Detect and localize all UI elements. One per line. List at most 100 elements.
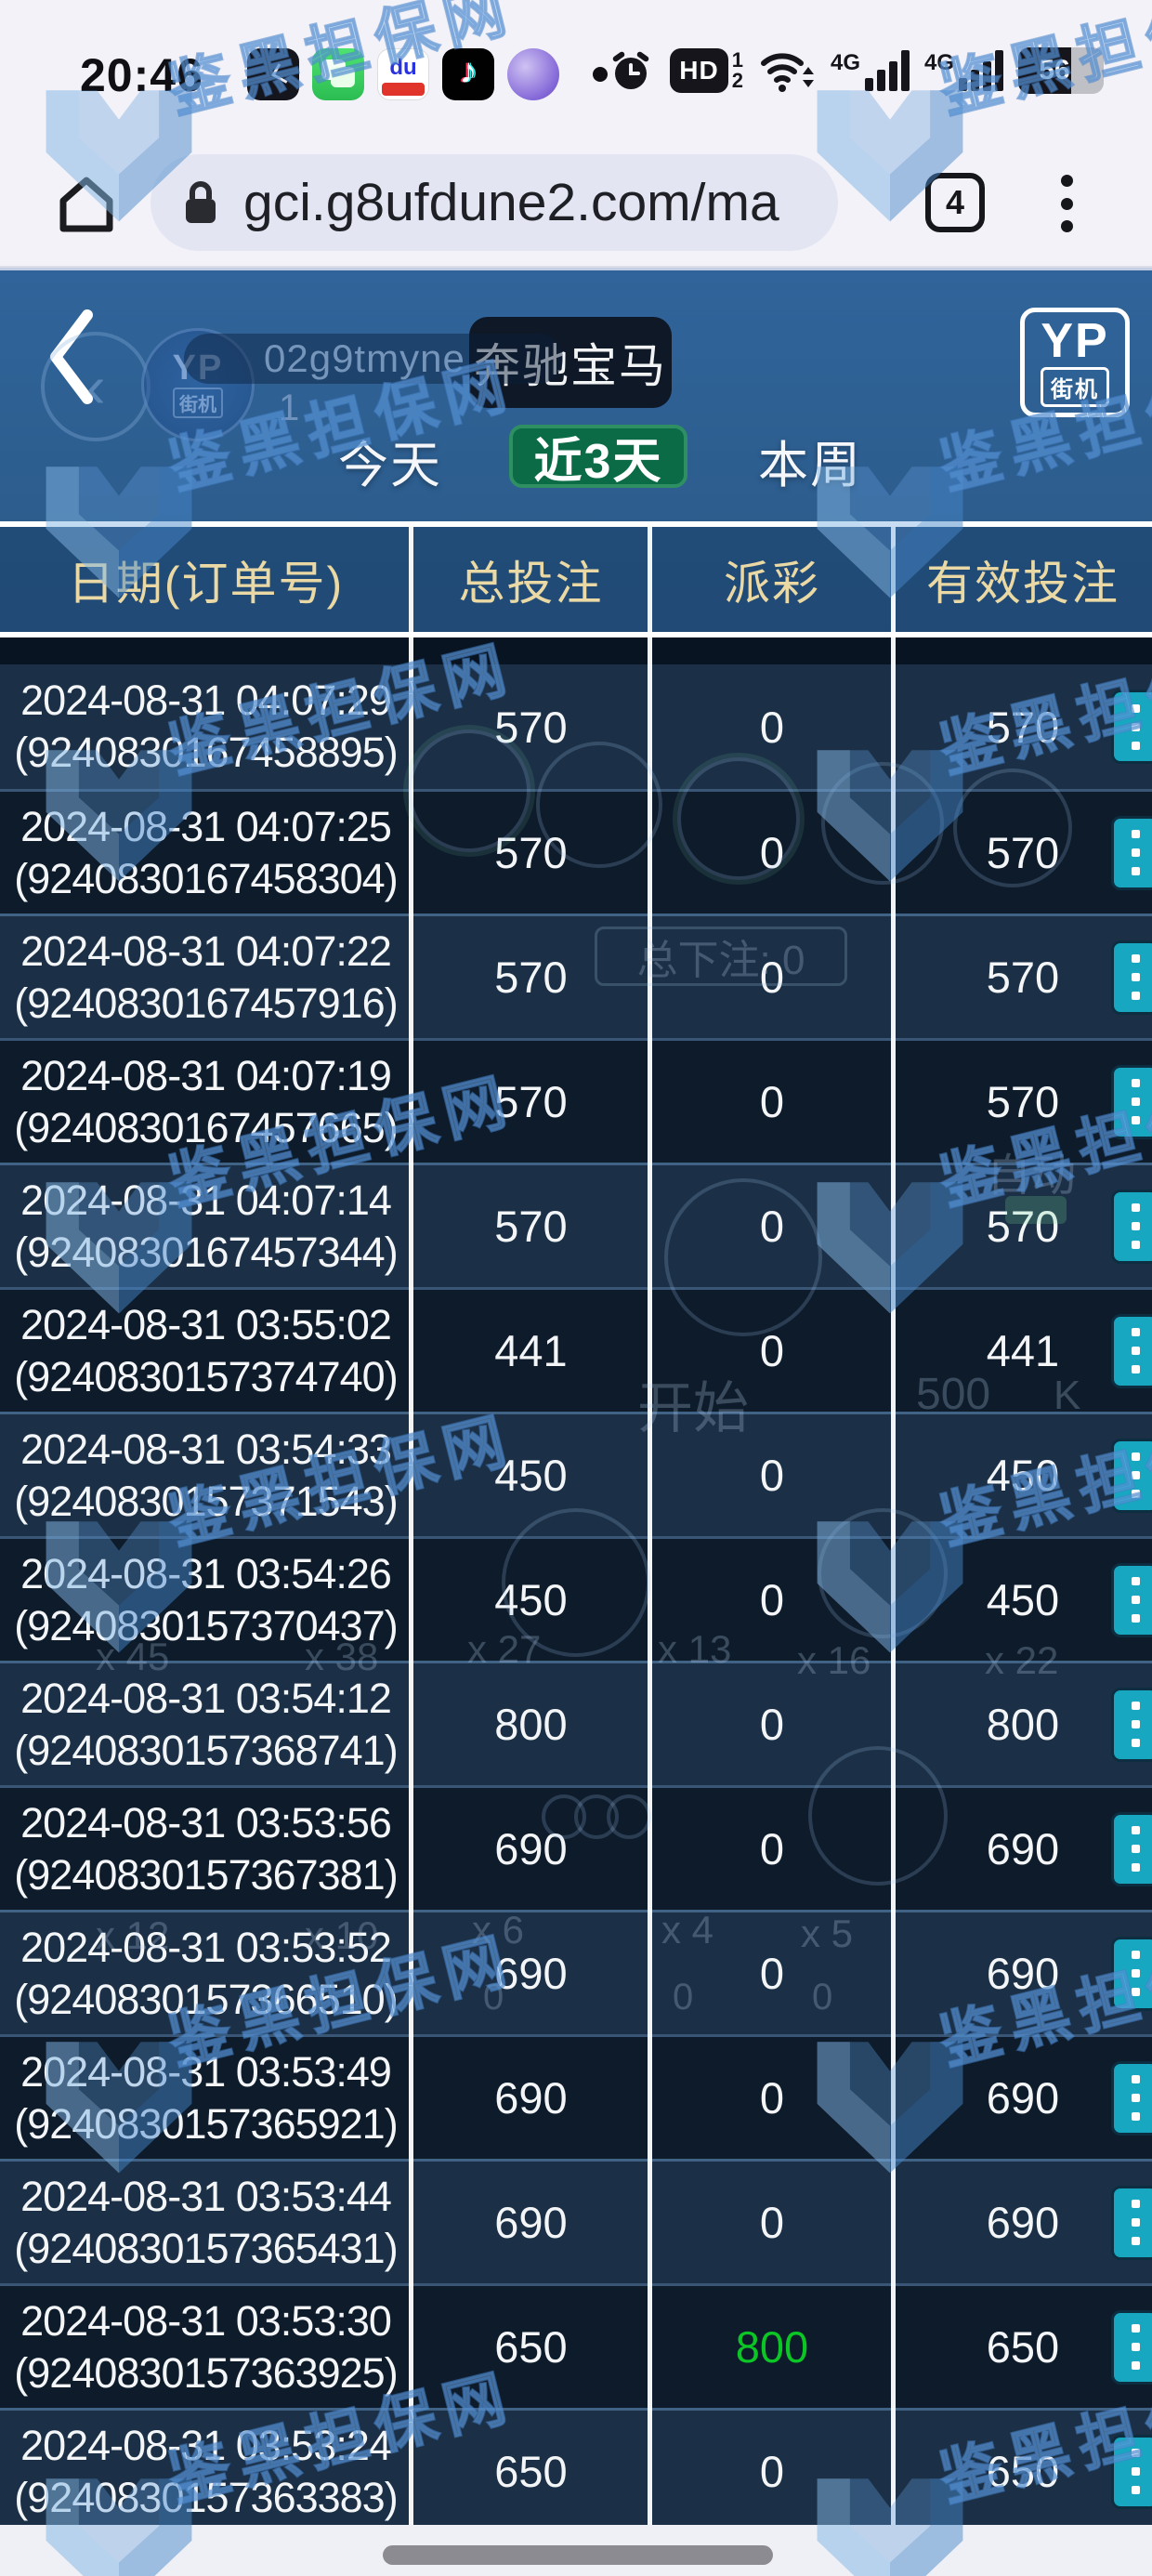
row-total: 450: [494, 1575, 568, 1624]
row-total: 450: [494, 1451, 568, 1500]
tab-this-week[interactable]: 本周: [758, 437, 862, 493]
row-total: 800: [494, 1700, 568, 1749]
sim1-label: 1: [731, 48, 743, 72]
row-total: 690: [494, 1949, 568, 1998]
row-date: 2024-08-31 03:53:52: [20, 1923, 392, 1971]
row-total: 570: [494, 1202, 568, 1251]
sim2-label: 2: [731, 69, 743, 92]
row-order: (9240830157365431): [14, 2224, 398, 2272]
more-notifications-dot: [593, 67, 608, 82]
row-actions-button[interactable]: [1111, 2434, 1152, 2509]
table-row: 2024-08-31 04:07:22 (9240830167457916) 5…: [0, 913, 1152, 1038]
table-row: 2024-08-31 03:55:02 (9240830157374740) 4…: [0, 1287, 1152, 1412]
home-button[interactable]: [48, 165, 124, 242]
row-order: (9240830167458304): [14, 854, 398, 902]
row-valid: 570: [986, 953, 1060, 1002]
wifi-icon: [760, 53, 814, 92]
row-payout: 0: [759, 1202, 785, 1251]
row-valid: 690: [986, 1824, 1060, 1873]
browser-menu-button[interactable]: [1048, 171, 1085, 236]
tab-today[interactable]: 今天: [338, 437, 442, 493]
row-payout: 0: [759, 1077, 785, 1126]
row-actions-button[interactable]: [1111, 1189, 1152, 1264]
row-date: 2024-08-31 03:54:33: [20, 1425, 392, 1473]
table-top-border: [0, 521, 1152, 527]
row-date: 2024-08-31 03:53:44: [20, 2172, 392, 2220]
row-actions-button[interactable]: [1111, 940, 1152, 1015]
table-row: 2024-08-31 03:53:52 (9240830157366510) 6…: [0, 1910, 1152, 2034]
row-actions-button[interactable]: [1111, 690, 1152, 764]
tab-switcher-button[interactable]: 4: [925, 173, 985, 232]
alarm-icon: [612, 51, 649, 89]
row-actions-button[interactable]: [1111, 1064, 1152, 1139]
table-row: 2024-08-31 04:07:29 (9240830167458895) 5…: [0, 664, 1152, 789]
row-actions-button[interactable]: [1111, 1936, 1152, 2011]
row-order: (9240830157370437): [14, 1601, 398, 1649]
row-payout: 0: [759, 953, 785, 1002]
row-payout: 0: [759, 1575, 785, 1624]
status-bar: 20:46 du ♪ HD 1: [0, 0, 1152, 139]
row-date: 2024-08-31 04:07:14: [20, 1176, 392, 1224]
row-valid: 690: [986, 2073, 1060, 2123]
row-date: 2024-08-31 03:55:02: [20, 1300, 392, 1348]
row-order: (9240830167457665): [14, 1103, 398, 1151]
row-valid: 450: [986, 1575, 1060, 1624]
row-valid: 570: [986, 1202, 1060, 1251]
row-payout: 0: [759, 1326, 785, 1375]
row-actions-button[interactable]: [1111, 2060, 1152, 2136]
row-date: 2024-08-31 03:53:24: [20, 2421, 392, 2469]
table-row: 2024-08-31 03:53:49 (9240830157365921) 6…: [0, 2034, 1152, 2159]
row-date: 2024-08-31 03:53:56: [20, 1798, 392, 1847]
row-date: 2024-08-31 04:07:25: [20, 802, 392, 850]
row-payout: 0: [759, 1824, 785, 1873]
row-actions-button[interactable]: [1111, 2185, 1152, 2260]
row-order: (9240830157363925): [14, 2348, 398, 2397]
row-date: 2024-08-31 03:53:30: [20, 2296, 392, 2345]
row-date: 2024-08-31 04:07:22: [20, 927, 392, 975]
back-button[interactable]: [45, 306, 98, 408]
row-payout: 0: [759, 2073, 785, 2123]
tab-last-3-days[interactable]: 近3天: [509, 425, 687, 489]
row-actions-button[interactable]: [1111, 815, 1152, 890]
row-order: (9240830167458895): [14, 729, 398, 776]
row-order: (9240830157367381): [14, 1850, 398, 1899]
row-payout: 0: [759, 1700, 785, 1749]
horizontal-scrollbar[interactable]: [383, 2545, 773, 2565]
row-total: 570: [494, 828, 568, 877]
notification-icons: du ♪: [247, 48, 608, 100]
row-date: 2024-08-31 04:07:29: [20, 677, 392, 724]
row-date: 2024-08-31 03:54:26: [20, 1549, 392, 1597]
table-row: 2024-08-31 03:54:26 (9240830157370437) 4…: [0, 1536, 1152, 1661]
row-date: 2024-08-31 03:54:12: [20, 1674, 392, 1722]
row-valid: 570: [986, 702, 1060, 752]
table-row: 2024-08-31 03:54:12 (9240830157368741) 8…: [0, 1661, 1152, 1785]
col-header-date: 日期(订单号): [67, 557, 345, 610]
table-row: 2024-08-31 04:07:14 (9240830167457344) 5…: [0, 1163, 1152, 1287]
row-actions-button[interactable]: [1111, 1562, 1152, 1637]
browser-app-icon: [507, 48, 559, 100]
row-actions-button[interactable]: [1111, 1811, 1152, 1886]
row-valid: 570: [986, 1077, 1060, 1126]
row-order: (9240830157374740): [14, 1352, 398, 1400]
tiktok-app-icon: ♪: [442, 48, 494, 100]
row-valid: 690: [986, 1949, 1060, 1998]
row-order: (9240830157366510): [14, 1975, 398, 2023]
row-actions-button[interactable]: [1111, 1687, 1152, 1762]
row-date: 2024-08-31 03:53:49: [20, 2047, 392, 2096]
messages-app-icon: [312, 48, 364, 100]
row-actions-button[interactable]: [1111, 1438, 1152, 1513]
row-order: (9240830157371543): [14, 1477, 398, 1525]
table-row: 2024-08-31 03:54:33 (9240830157371543) 4…: [0, 1412, 1152, 1536]
signal-icon-sim1: 4G: [831, 50, 910, 91]
row-valid: 800: [986, 1700, 1060, 1749]
row-total: 690: [494, 1824, 568, 1873]
row-payout: 0: [759, 2198, 785, 2247]
bottom-bar: [0, 2525, 1152, 2576]
column-divider: [409, 521, 413, 2525]
row-actions-button[interactable]: [1111, 2309, 1152, 2385]
table-body: 2024-08-31 04:07:29 (9240830167458895) 5…: [0, 664, 1152, 2525]
row-actions-button[interactable]: [1111, 1313, 1152, 1388]
address-bar[interactable]: gci.g8ufdune2.com/ma: [151, 154, 838, 251]
row-total: 441: [494, 1326, 568, 1375]
